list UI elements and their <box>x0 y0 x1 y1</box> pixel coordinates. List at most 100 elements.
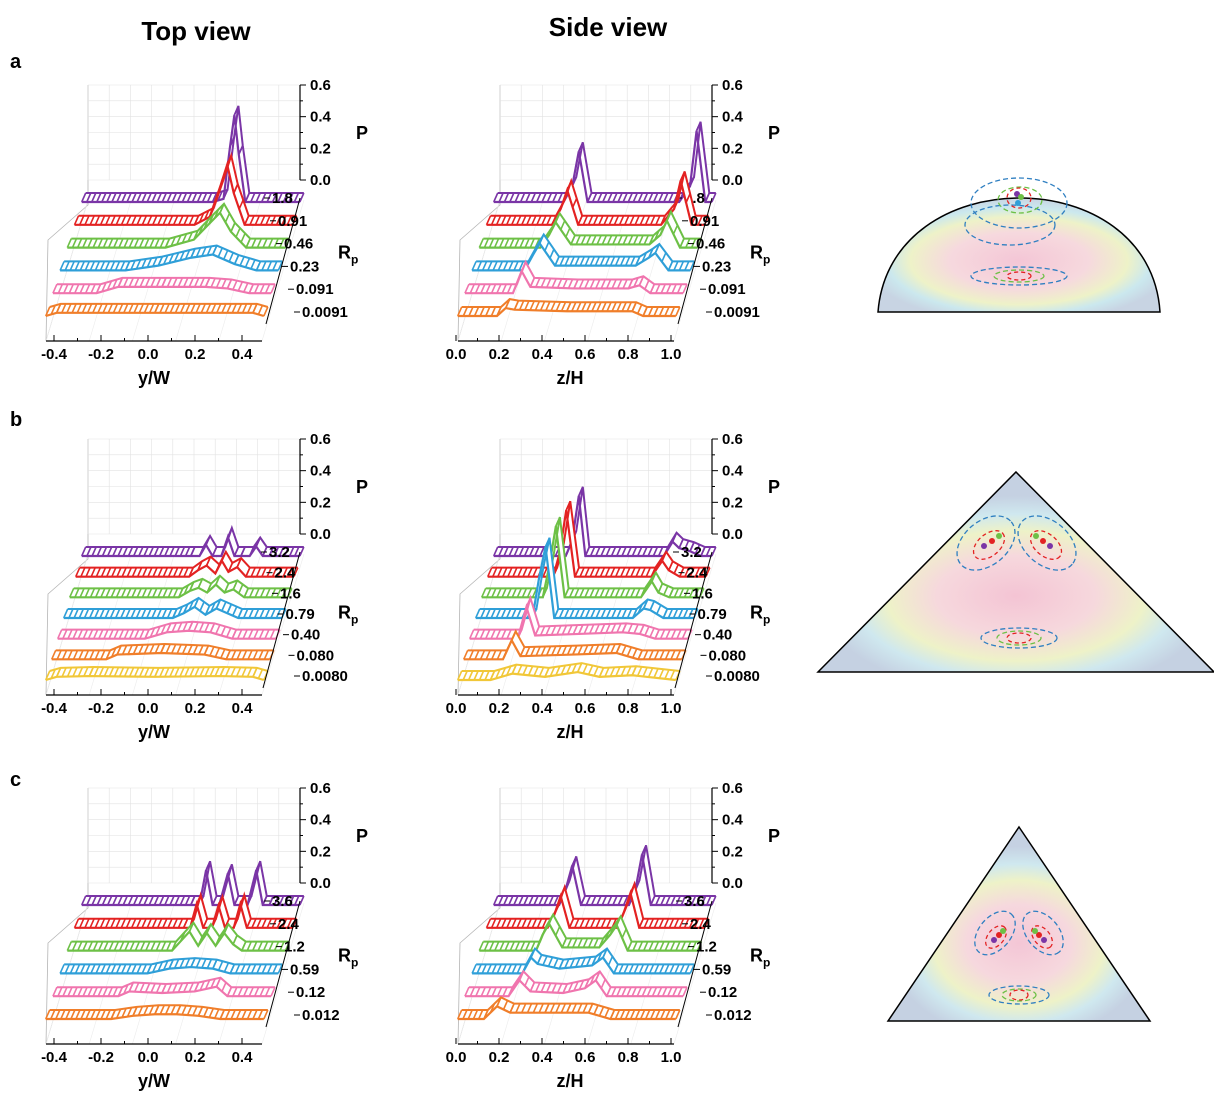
trace-hatch <box>530 646 536 657</box>
focus-point <box>991 937 997 943</box>
trace-hatch <box>121 567 127 577</box>
trace-hatch <box>491 588 497 598</box>
trace-hatch <box>526 918 532 929</box>
trace-hatch <box>237 281 244 292</box>
trace-hatch <box>609 588 616 598</box>
trace-hatch <box>488 941 495 951</box>
trace-hatch <box>110 918 116 929</box>
trace-hatch <box>621 301 627 312</box>
trace-hatch <box>653 964 660 974</box>
trace-hatch <box>146 588 153 598</box>
trace-hatch <box>535 982 541 993</box>
trace-hatch <box>705 567 711 577</box>
trace-hatch <box>674 964 680 974</box>
trace-hatch <box>259 608 265 619</box>
chart-c-top: 3.62.41.20.590.120.012Rp0.00.20.40.6P-0.… <box>41 780 368 1091</box>
trace-hatch <box>93 666 100 677</box>
trace-hatch <box>63 283 69 294</box>
x-tick-label: 0.0 <box>446 1049 467 1066</box>
trace-line-back <box>56 976 276 989</box>
trace-hatch <box>108 666 115 677</box>
trace-hatch <box>188 277 194 288</box>
trace-hatch <box>112 895 118 906</box>
trace-hatch <box>672 986 678 997</box>
trace-hatch <box>647 546 653 557</box>
trace-hatch <box>109 261 116 271</box>
trace-hatch <box>584 608 591 619</box>
trace-hatch <box>117 303 124 314</box>
contour-red <box>1030 925 1054 949</box>
trace-line-back <box>461 298 680 308</box>
trace-hatch <box>84 215 90 226</box>
trace-hatch <box>141 258 147 269</box>
trace-hatch <box>582 1003 588 1013</box>
trace-hatch <box>496 588 502 598</box>
trace-hatch <box>257 669 264 679</box>
trace-hatch <box>224 666 231 677</box>
trace-hatch <box>299 192 305 203</box>
trace-hatch <box>270 283 276 294</box>
trace-hatch <box>105 1009 111 1020</box>
trace-hatch <box>101 895 108 906</box>
trace-hatch <box>219 666 225 677</box>
trace-hatch <box>517 567 523 577</box>
rp-tick-label: 2.4 <box>687 565 709 582</box>
trace-line <box>52 285 272 295</box>
trace-hatch <box>483 941 490 951</box>
trace-hatch <box>518 300 525 311</box>
trace-hatch <box>232 606 238 616</box>
trace-hatch <box>148 303 155 314</box>
trace-hatch <box>238 199 244 210</box>
trace-hatch <box>67 986 73 997</box>
trace-line <box>472 955 691 975</box>
trace-hatch <box>604 667 610 677</box>
rp-tick-label: 0.40 <box>703 627 732 644</box>
trace-line-back <box>85 524 304 548</box>
trace-hatch <box>106 280 113 291</box>
trace-hatch <box>477 1009 484 1020</box>
trace-hatch <box>117 895 123 906</box>
trace-hatch <box>506 283 513 294</box>
trace-hatch <box>635 588 641 598</box>
trace-hatch <box>161 608 168 619</box>
trace-hatch <box>595 608 601 619</box>
trace-hatch <box>111 192 117 203</box>
trace-hatch <box>614 256 621 266</box>
trace-hatch <box>235 1009 242 1020</box>
trace-hatch <box>631 986 637 997</box>
rp-axis-subscript: p <box>351 956 358 970</box>
p-tick-label: 0.2 <box>310 140 331 157</box>
trace-hatch <box>181 192 188 203</box>
trace-hatch <box>515 215 522 226</box>
trace-hatch <box>577 938 583 948</box>
rp-axis-subscript: p <box>351 253 358 267</box>
trace-hatch <box>294 546 300 557</box>
rp-tick-label: 0.59 <box>702 961 731 978</box>
trace-hatch <box>82 629 89 639</box>
trace-hatch <box>621 986 627 997</box>
trace-hatch <box>169 546 175 557</box>
trace-hatch <box>105 964 112 974</box>
trace-hatch <box>556 645 562 656</box>
trace-hatch <box>604 588 611 598</box>
trace-hatch <box>589 256 596 266</box>
x-tick-label: 0.0 <box>138 700 159 717</box>
trace-hatch <box>550 301 556 312</box>
trace-hatch <box>182 621 188 632</box>
trace-hatch <box>211 546 218 557</box>
trace-hatch <box>521 588 528 598</box>
trace-hatch <box>209 666 215 677</box>
trace-hatch <box>146 257 153 268</box>
trace-hatch <box>558 959 565 969</box>
trace-hatch <box>551 983 557 993</box>
trace-hatch <box>521 918 527 929</box>
rp-tick-label: 0.23 <box>290 258 319 275</box>
trace-hatch <box>247 629 254 639</box>
trace-hatch <box>490 283 497 294</box>
trace-hatch <box>237 608 243 619</box>
trace-hatch <box>114 261 121 271</box>
trace-hatch <box>600 546 606 557</box>
trace-hatch <box>226 603 233 614</box>
trace-hatch <box>573 981 579 991</box>
trace-hatch <box>115 1008 122 1019</box>
